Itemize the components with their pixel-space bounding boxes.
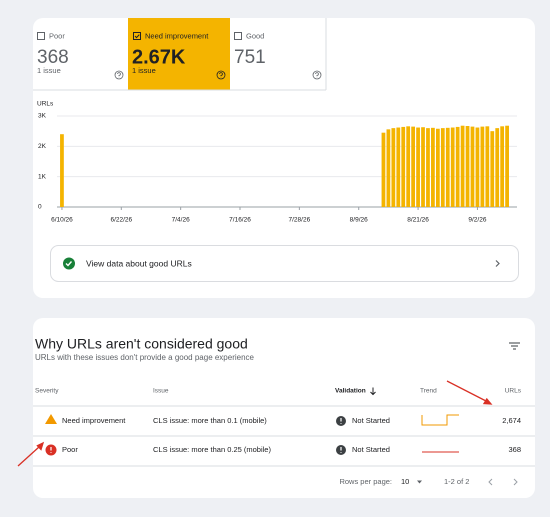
x-tick-label: 6/10/26 bbox=[51, 217, 73, 224]
bar bbox=[426, 128, 430, 207]
bar bbox=[421, 127, 425, 207]
dropdown[interactable] bbox=[417, 480, 422, 484]
tab-label: Need improvement bbox=[145, 31, 209, 40]
bar bbox=[435, 128, 440, 207]
check bbox=[65, 261, 73, 267]
bar bbox=[416, 127, 420, 207]
bar bbox=[60, 134, 64, 207]
bar bbox=[475, 127, 480, 207]
checkbox[interactable] bbox=[37, 32, 45, 40]
row-dividers bbox=[33, 405, 535, 467]
header: Severity bbox=[35, 388, 59, 395]
bar bbox=[455, 126, 460, 207]
tab-count: 2.67K bbox=[132, 46, 186, 68]
bar bbox=[411, 126, 416, 207]
issue: CLS issue: more than 0.1 (mobile) bbox=[153, 416, 267, 425]
checkbox[interactable] bbox=[133, 32, 141, 40]
tab-label: Good bbox=[246, 31, 264, 40]
trend-sparkline bbox=[421, 414, 459, 426]
x-tick-label: 7/4/26 bbox=[172, 217, 190, 224]
bar bbox=[500, 126, 505, 207]
table-title: Why URLs aren't considered good bbox=[35, 336, 248, 352]
y-axis-label: URLs bbox=[37, 101, 54, 108]
bar bbox=[485, 126, 490, 207]
bar bbox=[391, 128, 396, 207]
header[interactable]: Validation bbox=[335, 388, 366, 395]
bar bbox=[490, 131, 495, 207]
bar bbox=[480, 126, 485, 207]
good-urls-link[interactable] bbox=[50, 245, 519, 282]
bar bbox=[450, 127, 455, 207]
x-tick-label: 9/2/26 bbox=[468, 217, 486, 224]
bar bbox=[440, 128, 445, 207]
x-tick-label: 7/16/26 bbox=[229, 217, 251, 224]
tab-selected[interactable] bbox=[128, 18, 230, 90]
header: Issue bbox=[153, 388, 169, 395]
check bbox=[134, 34, 140, 39]
link-text[interactable]: View data about good URLs bbox=[86, 258, 192, 268]
annotation-arrows bbox=[17, 380, 493, 467]
severity: Need improvement bbox=[62, 416, 126, 425]
table-subtitle: URLs with these issues don't provide a g… bbox=[35, 353, 255, 362]
header: URLs bbox=[505, 388, 522, 395]
x-tick-label: 8/21/26 bbox=[407, 217, 429, 224]
page-size[interactable]: 10 bbox=[401, 477, 409, 486]
rows-per-page: Rows per page: bbox=[339, 477, 392, 486]
header: Trend bbox=[420, 388, 437, 395]
tab-sub: 1 issue bbox=[37, 66, 61, 75]
validation: Not Started bbox=[352, 445, 390, 454]
chevron bbox=[495, 260, 500, 267]
sort-arrow bbox=[370, 387, 376, 396]
y-tick-label: 3K bbox=[38, 113, 47, 120]
card bbox=[33, 318, 535, 498]
bar bbox=[431, 127, 435, 207]
bar bbox=[470, 126, 475, 207]
x-tick-label: 8/9/26 bbox=[350, 217, 368, 224]
tab-sub: 1 issue bbox=[132, 66, 156, 75]
tab-count: 751 bbox=[234, 47, 266, 68]
warning-icon bbox=[45, 414, 57, 424]
bar bbox=[386, 129, 391, 207]
bar bbox=[401, 126, 406, 207]
bar bbox=[460, 125, 465, 207]
checkbox[interactable] bbox=[234, 32, 242, 40]
bar bbox=[406, 126, 411, 207]
y-tick-label: 0 bbox=[38, 204, 42, 211]
bar bbox=[505, 125, 509, 207]
url-count: 368 bbox=[508, 445, 521, 454]
bar bbox=[495, 128, 500, 207]
pager[interactable] bbox=[488, 478, 518, 486]
validation: Not Started bbox=[352, 416, 390, 425]
bar bbox=[396, 127, 401, 207]
tab-count: 368 bbox=[37, 47, 69, 68]
issue: CLS issue: more than 0.25 (mobile) bbox=[153, 445, 271, 454]
url-count: 2,674 bbox=[502, 416, 521, 425]
bar bbox=[465, 126, 470, 207]
plot: 0 1K 2K 3K 6/10/26 6/22/26 7/4/26 7/16/26 7/28/2… bbox=[38, 113, 517, 224]
x-tick-label: 7/28/26 bbox=[289, 217, 311, 224]
x-tick-label: 6/22/26 bbox=[110, 217, 132, 224]
bar bbox=[445, 127, 450, 207]
filter-icon[interactable] bbox=[509, 342, 520, 350]
tab-label: Poor bbox=[49, 31, 65, 40]
y-tick-label: 1K bbox=[38, 173, 47, 180]
bar bbox=[381, 132, 386, 207]
severity: Poor bbox=[62, 445, 78, 454]
y-tick-label: 2K bbox=[38, 143, 47, 150]
page-range: 1-2 of 2 bbox=[444, 477, 469, 486]
